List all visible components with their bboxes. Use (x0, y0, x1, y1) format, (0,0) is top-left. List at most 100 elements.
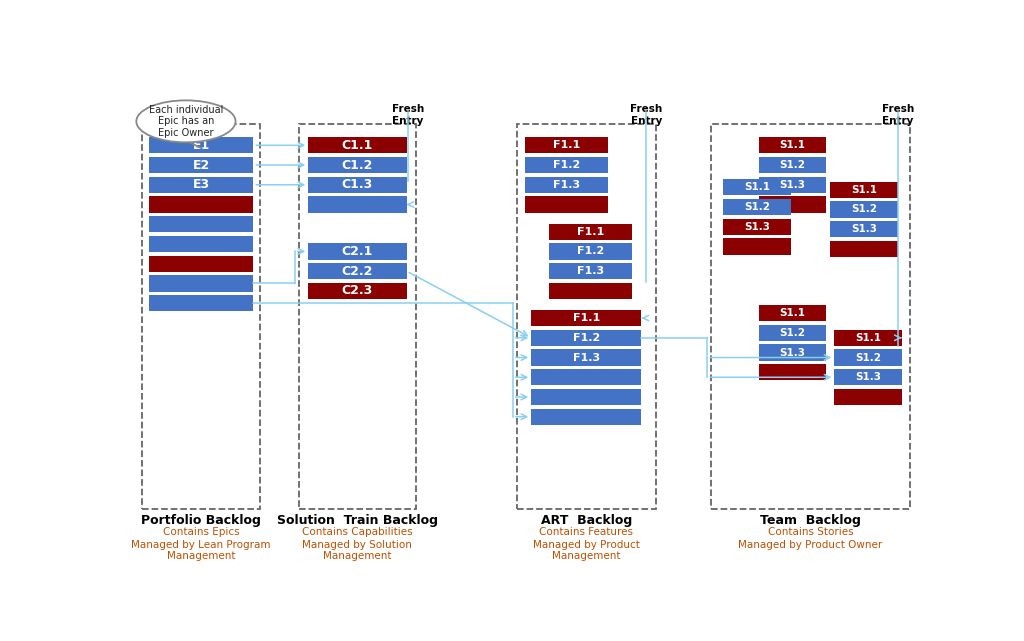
Text: E2: E2 (193, 158, 210, 172)
Text: Managed by Product Owner: Managed by Product Owner (738, 540, 883, 550)
FancyBboxPatch shape (531, 389, 641, 405)
FancyBboxPatch shape (524, 177, 608, 193)
Text: F1.2: F1.2 (572, 333, 600, 343)
Text: Managed by Product
Management: Managed by Product Management (532, 540, 640, 562)
Text: S1.3: S1.3 (779, 179, 806, 190)
FancyBboxPatch shape (531, 369, 641, 385)
FancyBboxPatch shape (148, 196, 253, 213)
Text: Contains Capabilities: Contains Capabilities (302, 527, 413, 537)
FancyBboxPatch shape (723, 238, 791, 254)
Text: Contains Stories: Contains Stories (768, 527, 853, 537)
FancyBboxPatch shape (835, 329, 902, 346)
FancyBboxPatch shape (308, 137, 407, 153)
Text: E1: E1 (193, 139, 210, 152)
FancyBboxPatch shape (308, 283, 407, 299)
FancyBboxPatch shape (531, 408, 641, 425)
Text: S1.2: S1.2 (779, 328, 806, 338)
Text: C2.2: C2.2 (342, 265, 373, 278)
FancyBboxPatch shape (531, 329, 641, 346)
FancyBboxPatch shape (759, 137, 826, 153)
Text: Fresh
Entry: Fresh Entry (392, 104, 424, 126)
FancyBboxPatch shape (723, 219, 791, 235)
FancyBboxPatch shape (531, 349, 641, 365)
FancyBboxPatch shape (308, 196, 407, 213)
FancyBboxPatch shape (759, 177, 826, 193)
Text: F1.1: F1.1 (572, 313, 600, 323)
Text: Each individual
Epic has an
Epic Owner: Each individual Epic has an Epic Owner (148, 104, 223, 138)
FancyBboxPatch shape (549, 263, 632, 279)
FancyBboxPatch shape (759, 364, 826, 381)
FancyBboxPatch shape (835, 389, 902, 405)
Text: Solution  Train Backlog: Solution Train Backlog (276, 513, 438, 527)
FancyBboxPatch shape (830, 181, 898, 198)
Text: S1.1: S1.1 (743, 182, 770, 192)
Text: F1.3: F1.3 (577, 266, 604, 276)
Text: Team  Backlog: Team Backlog (760, 513, 861, 527)
FancyBboxPatch shape (148, 276, 253, 292)
Text: C2.3: C2.3 (342, 285, 373, 297)
Text: C2.1: C2.1 (342, 245, 373, 258)
FancyBboxPatch shape (524, 137, 608, 153)
FancyBboxPatch shape (830, 221, 898, 237)
FancyBboxPatch shape (308, 177, 407, 193)
FancyBboxPatch shape (148, 137, 253, 153)
Text: C1.2: C1.2 (342, 158, 373, 172)
Text: F1.2: F1.2 (553, 160, 580, 170)
FancyBboxPatch shape (759, 325, 826, 341)
FancyBboxPatch shape (830, 241, 898, 257)
Text: S1.2: S1.2 (851, 204, 878, 215)
Text: F1.1: F1.1 (577, 227, 604, 237)
FancyBboxPatch shape (524, 157, 608, 173)
FancyBboxPatch shape (759, 305, 826, 321)
FancyBboxPatch shape (524, 196, 608, 213)
Text: F1.3: F1.3 (553, 179, 580, 190)
FancyBboxPatch shape (549, 224, 632, 240)
FancyBboxPatch shape (723, 199, 791, 215)
Text: Portfolio Backlog: Portfolio Backlog (141, 513, 261, 527)
FancyBboxPatch shape (835, 349, 902, 365)
Text: S1.3: S1.3 (779, 347, 806, 358)
Text: S1.1: S1.1 (851, 185, 878, 195)
FancyBboxPatch shape (759, 344, 826, 361)
Text: Fresh
Entry: Fresh Entry (630, 104, 663, 126)
Text: F1.3: F1.3 (572, 353, 600, 363)
Text: C1.1: C1.1 (342, 139, 373, 152)
Text: E3: E3 (193, 178, 210, 191)
FancyBboxPatch shape (549, 243, 632, 260)
FancyBboxPatch shape (723, 179, 791, 196)
FancyBboxPatch shape (830, 201, 898, 217)
FancyBboxPatch shape (308, 243, 407, 260)
Text: Fresh
Entry: Fresh Entry (882, 104, 913, 126)
Text: S1.3: S1.3 (743, 222, 770, 231)
Text: S1.3: S1.3 (855, 372, 881, 382)
Text: S1.3: S1.3 (851, 224, 878, 234)
FancyBboxPatch shape (148, 216, 253, 233)
FancyBboxPatch shape (148, 157, 253, 173)
FancyBboxPatch shape (148, 295, 253, 312)
Text: S1.2: S1.2 (743, 202, 770, 212)
FancyBboxPatch shape (835, 369, 902, 385)
FancyBboxPatch shape (308, 157, 407, 173)
Text: Managed by Lean Program
Management: Managed by Lean Program Management (131, 540, 270, 562)
Text: S1.1: S1.1 (779, 140, 806, 150)
Text: S1.2: S1.2 (855, 353, 881, 363)
Ellipse shape (136, 101, 236, 142)
FancyBboxPatch shape (308, 263, 407, 279)
Text: S1.2: S1.2 (779, 160, 806, 170)
FancyBboxPatch shape (759, 157, 826, 173)
Text: Contains Epics: Contains Epics (163, 527, 240, 537)
Text: S1.1: S1.1 (779, 308, 806, 318)
FancyBboxPatch shape (759, 196, 826, 213)
FancyBboxPatch shape (148, 177, 253, 193)
Text: Managed by Solution
Management: Managed by Solution Management (302, 540, 413, 562)
Text: F1.1: F1.1 (553, 140, 580, 150)
FancyBboxPatch shape (531, 310, 641, 326)
FancyBboxPatch shape (148, 236, 253, 252)
Text: F1.2: F1.2 (577, 246, 604, 256)
Text: Contains Features: Contains Features (540, 527, 633, 537)
FancyBboxPatch shape (549, 283, 632, 299)
Text: S1.1: S1.1 (855, 333, 881, 343)
Text: ART  Backlog: ART Backlog (541, 513, 632, 527)
FancyBboxPatch shape (148, 256, 253, 272)
Text: C1.3: C1.3 (342, 178, 373, 191)
